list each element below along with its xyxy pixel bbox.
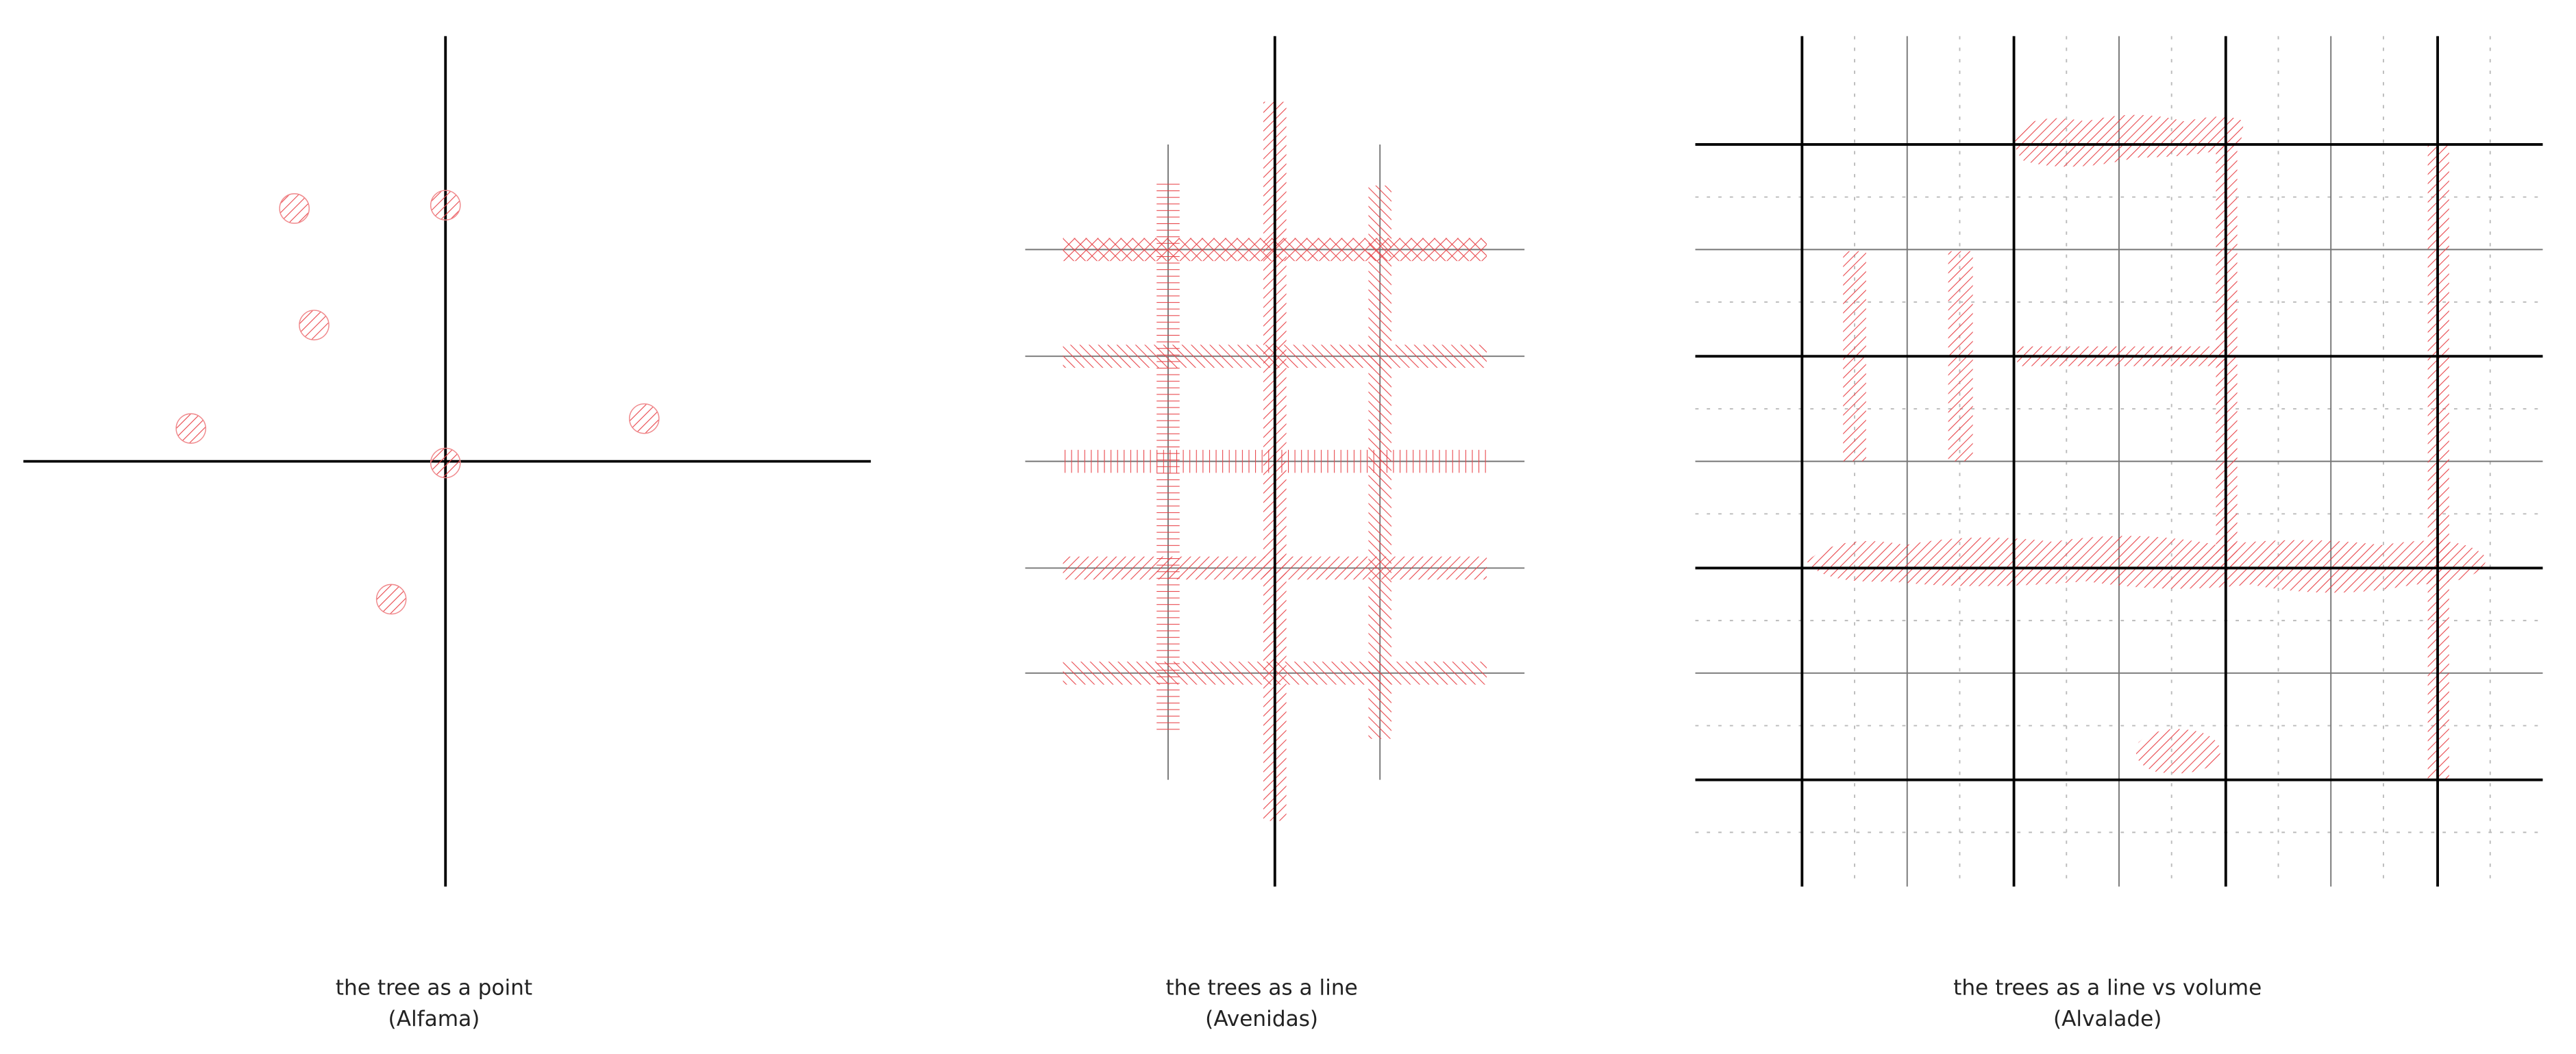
caption-place: (Avenidas)	[1205, 1007, 1318, 1031]
panel-line: the trees as a line (Avenidas)	[1025, 36, 1525, 1031]
caption: the trees as a line	[1165, 976, 1357, 1001]
caption-place: (Alfama)	[388, 1007, 480, 1031]
panel-point: the tree as a point (Alfama)	[23, 36, 871, 1031]
caption: the tree as a point	[336, 976, 532, 1001]
caption: the trees as a line vs volume	[1953, 976, 2262, 1001]
caption-place: (Alvalade)	[2053, 1007, 2162, 1031]
panel-volume: the trees as a line vs volume (Alvalade)	[1695, 36, 2543, 1031]
